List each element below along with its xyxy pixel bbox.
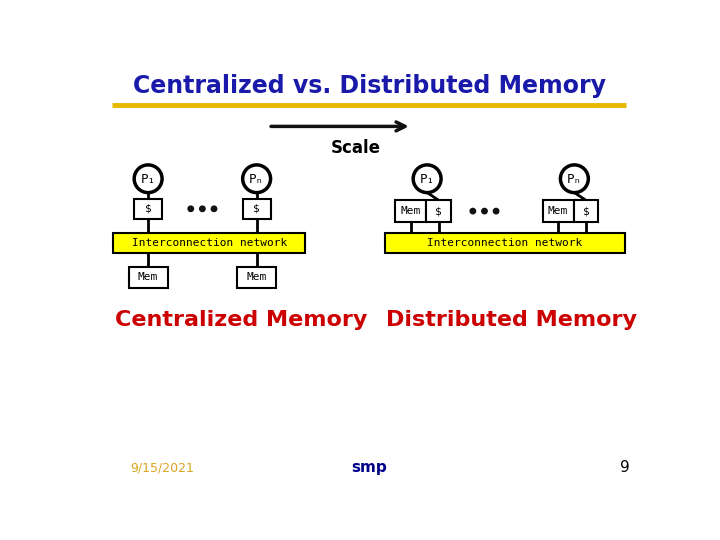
Text: $: $ [436,206,442,216]
Text: Mem: Mem [246,272,266,282]
Text: Centralized Memory: Centralized Memory [114,309,367,329]
Bar [426,200,451,222]
Text: Interconnection network: Interconnection network [427,238,582,248]
Circle shape [413,165,441,193]
Circle shape [243,165,271,193]
Text: Interconnection network: Interconnection network [132,238,287,248]
Text: 9: 9 [620,460,629,475]
Bar [384,233,625,253]
Text: $: $ [145,204,151,214]
Text: $: $ [253,204,260,214]
Bar [395,200,426,222]
Bar [113,233,305,253]
Text: Distributed Memory: Distributed Memory [386,309,637,329]
Circle shape [199,206,205,212]
Bar [243,199,271,219]
Circle shape [188,206,194,212]
Text: 9/15/2021: 9/15/2021 [130,461,194,474]
Bar [134,199,162,219]
Text: Mem: Mem [548,206,568,216]
Bar [238,267,276,288]
Circle shape [560,165,588,193]
Text: $: $ [582,206,590,216]
Text: Centralized vs. Distributed Memory: Centralized vs. Distributed Memory [132,75,606,98]
Text: Mem: Mem [138,272,158,282]
Text: Pₙ: Pₙ [249,173,264,186]
Circle shape [493,208,499,214]
Circle shape [470,208,476,214]
Bar [543,200,574,222]
Circle shape [211,206,217,212]
Text: smp: smp [351,460,387,475]
Text: P₁: P₁ [420,173,435,186]
Text: Scale: Scale [330,139,380,158]
Circle shape [482,208,487,214]
Bar [574,200,598,222]
Text: Pₙ: Pₙ [567,173,582,186]
Bar [129,267,168,288]
Circle shape [134,165,162,193]
Text: P₁: P₁ [140,173,156,186]
Text: Mem: Mem [401,206,421,216]
